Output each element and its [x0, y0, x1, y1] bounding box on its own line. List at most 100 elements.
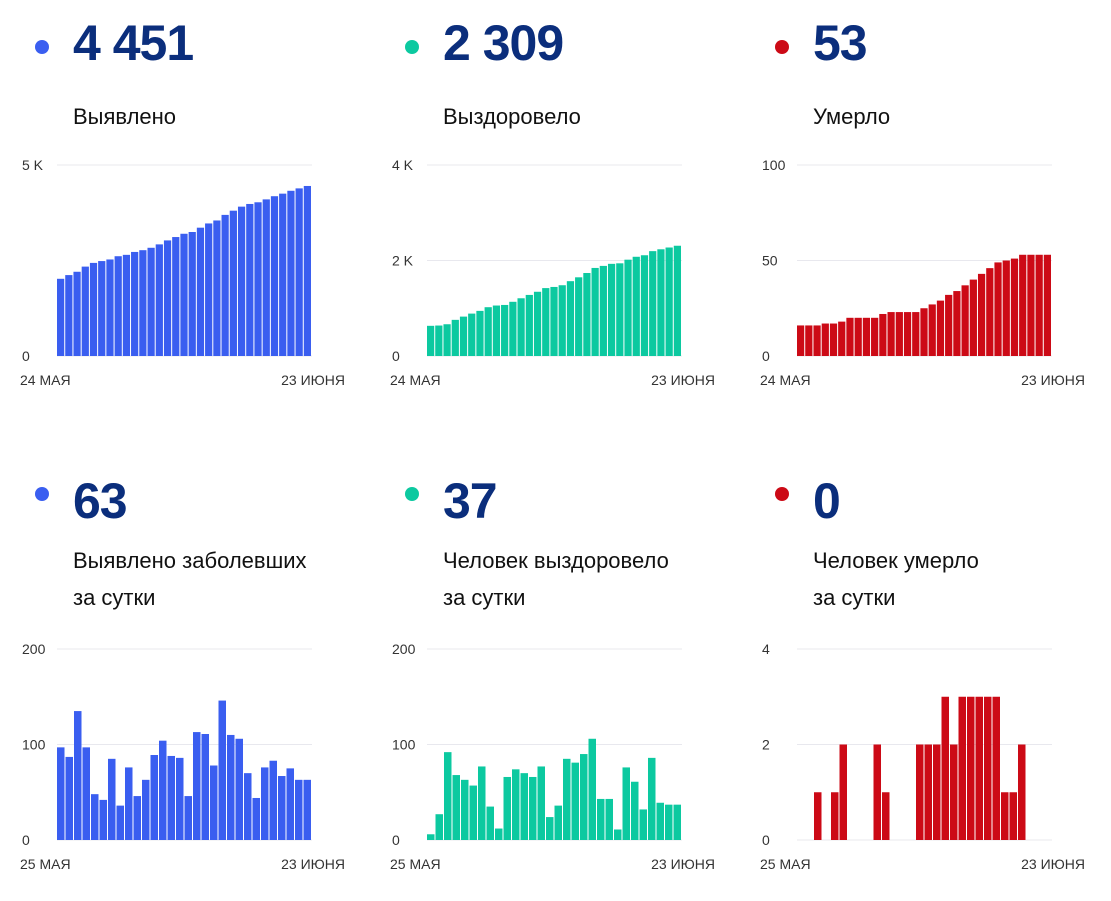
bar [287, 190, 295, 356]
bar [142, 779, 150, 840]
bar [65, 756, 73, 840]
bar [478, 766, 486, 840]
bar [133, 796, 141, 840]
bar [992, 696, 1000, 840]
bar [279, 193, 287, 356]
bar [116, 805, 124, 840]
y-tick-label: 0 [392, 348, 400, 364]
bar [486, 806, 494, 840]
bar [172, 237, 180, 356]
bar [201, 733, 209, 840]
bar-chart: 0 100 200 25 МАЯ 23 ИЮНЯ [390, 637, 720, 877]
bar [196, 227, 205, 356]
bar [571, 762, 579, 840]
y-tick-label: 200 [22, 641, 46, 657]
bar [632, 256, 640, 356]
legend-dot-icon [405, 487, 419, 501]
bar [106, 259, 114, 356]
bar [895, 312, 903, 356]
bar [252, 797, 260, 840]
chart-svg: 0 2 4 [762, 641, 1052, 848]
bar [839, 744, 847, 840]
chart-svg: 0 2 K 4 K [392, 157, 682, 364]
bar-chart: 0 5 K 24 МАЯ 23 ИЮНЯ [20, 153, 350, 393]
bar [622, 767, 630, 840]
stat-label-line: Выявлено [73, 104, 177, 129]
bar [648, 757, 656, 840]
stat-value: 63 [73, 473, 128, 529]
stat-label-line: Выявлено заболевших [73, 548, 307, 573]
bar [656, 802, 664, 840]
bar [657, 249, 665, 356]
bar [665, 247, 673, 356]
bar [1010, 258, 1019, 356]
bar [520, 773, 528, 840]
bar [537, 766, 545, 840]
bar-chart: 0 50 100 24 МАЯ 23 ИЮНЯ [760, 153, 1090, 393]
bar [829, 323, 838, 356]
stat-label: Человек умерло за сутки [813, 542, 979, 616]
bar [147, 247, 155, 356]
bar [122, 254, 131, 356]
y-tick-label: 100 [22, 737, 46, 753]
bar [882, 792, 890, 840]
bar [566, 281, 575, 356]
bar [1019, 254, 1027, 356]
bar [583, 273, 591, 356]
stat-label: Выявлено [73, 98, 176, 135]
bar [614, 829, 622, 840]
bar [461, 779, 469, 840]
bar [879, 313, 887, 356]
bar [254, 202, 262, 356]
bar [74, 711, 82, 840]
stat-label: Человек выздоровело за сутки [443, 542, 669, 616]
bar [950, 744, 958, 840]
chart-svg: 0 100 200 [392, 641, 682, 848]
bar [476, 310, 484, 356]
bar [542, 288, 550, 356]
bar [503, 776, 511, 840]
legend-dot-icon [775, 40, 789, 54]
x-start-label: 24 МАЯ [20, 372, 71, 388]
bar [597, 798, 605, 840]
bar [1001, 792, 1009, 840]
bar [640, 255, 649, 356]
bar [953, 291, 961, 356]
bar [270, 196, 279, 356]
bar [261, 767, 269, 840]
y-tick-label: 2 [762, 737, 770, 753]
bar [262, 199, 270, 356]
bar [427, 834, 435, 840]
bar [958, 696, 966, 840]
x-end-label: 23 ИЮНЯ [651, 856, 715, 872]
y-tick-label: 50 [762, 253, 778, 269]
bar [862, 317, 871, 356]
bar [605, 798, 613, 840]
bar [444, 752, 452, 840]
y-tick-label: 0 [22, 832, 30, 848]
bar [57, 747, 65, 840]
bar [887, 312, 895, 356]
bar [916, 744, 924, 840]
y-tick-label: 200 [392, 641, 416, 657]
bar [977, 273, 986, 356]
bar [229, 210, 237, 356]
bar [563, 758, 571, 840]
bar [928, 304, 936, 356]
x-start-label: 25 МАЯ [760, 856, 811, 872]
y-tick-label: 4 K [392, 157, 414, 173]
bar [131, 251, 139, 356]
bar [501, 304, 509, 356]
bar [575, 277, 583, 356]
bar [459, 316, 468, 356]
bar [924, 744, 932, 840]
bar-chart: 0 2 K 4 K 24 МАЯ 23 ИЮНЯ [390, 153, 720, 393]
bar-chart: 0 100 200 25 МАЯ 23 ИЮНЯ [20, 637, 350, 877]
bar [286, 768, 294, 840]
bar [873, 744, 881, 840]
bar [599, 265, 607, 356]
bar [468, 313, 476, 356]
bar [920, 308, 928, 356]
bar [244, 773, 252, 840]
bar [509, 301, 517, 356]
